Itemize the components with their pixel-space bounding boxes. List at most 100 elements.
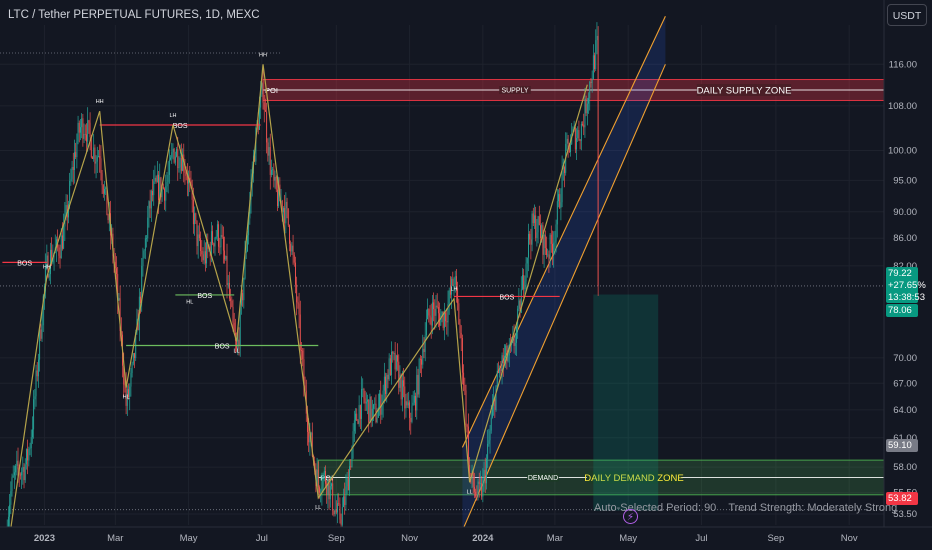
candle-body [542, 225, 544, 255]
candle-body [299, 314, 301, 351]
candle-body [308, 432, 310, 443]
candle-body [123, 365, 125, 385]
currency-button[interactable]: USDT [887, 4, 927, 26]
time-tick: Sep [767, 533, 784, 544]
candle-body [260, 94, 262, 108]
candle-body [126, 389, 128, 406]
candle-body [146, 238, 147, 240]
candle-body [48, 274, 50, 278]
candle-body [236, 340, 238, 349]
low-badge: 53.82 [888, 493, 912, 504]
chart-title: LTC / Tether PERPETUAL FUTURES, 1D, MEXC [8, 9, 260, 21]
candle-body [334, 509, 336, 515]
candle-body [88, 120, 90, 123]
channel-upper-line [461, 16, 666, 448]
candle-body [309, 435, 311, 443]
zone-label-bg [586, 471, 682, 484]
candle-body [469, 464, 471, 474]
candle-body [21, 471, 23, 476]
candle-body [337, 503, 338, 513]
candle-body [473, 486, 475, 492]
candle-body [454, 276, 456, 285]
candle-body [70, 179, 72, 181]
candle-body [373, 404, 374, 409]
low-badge-bg [886, 492, 918, 505]
candle-body [295, 262, 296, 285]
candle-body [340, 519, 342, 525]
candle-body [536, 232, 538, 238]
position-box [593, 294, 659, 511]
candle-body [443, 312, 445, 328]
candle-body [381, 403, 383, 415]
grid [0, 25, 884, 525]
candle-body [75, 152, 77, 158]
candle-body [167, 174, 169, 183]
candle-body [263, 102, 265, 111]
bos-label: BOS [197, 293, 212, 300]
candle-body [401, 380, 403, 400]
candle-body [376, 417, 378, 423]
candle-body [124, 384, 126, 386]
candle-body [24, 464, 26, 481]
candle-body [529, 233, 531, 240]
candle-body [141, 265, 143, 304]
lightning-icon[interactable]: ⚡ [623, 509, 638, 524]
price-tick: 61.00 [893, 433, 917, 444]
candle-body [65, 205, 67, 215]
candle-body [568, 143, 570, 153]
candle-body [174, 156, 176, 163]
candle-body [331, 483, 332, 487]
zigzag: HH HH HL LH LL HH LL LH LL HL [7, 52, 588, 550]
candle-body [81, 118, 83, 128]
candle-body [507, 355, 509, 362]
candle-body [544, 234, 546, 249]
candle-body [182, 154, 184, 171]
zone-label-bg [499, 86, 531, 95]
candle-body [242, 293, 244, 301]
candle-body [405, 401, 407, 409]
candle-body [467, 426, 469, 465]
bos-label: BOS [499, 294, 514, 301]
candle-body [430, 317, 432, 326]
candle-body [357, 420, 359, 424]
candle-body [42, 296, 44, 326]
candle-body [159, 177, 161, 201]
candle-body [261, 83, 263, 95]
candle-body [273, 169, 275, 181]
candle-body [409, 402, 411, 418]
candle-body [303, 359, 305, 386]
candle-body [150, 191, 152, 209]
candle-body [506, 345, 508, 362]
candle-body [238, 339, 240, 346]
candle-body [80, 127, 81, 133]
candle-body [60, 235, 62, 259]
time-tick: Jul [695, 533, 707, 544]
candle-body [422, 348, 424, 365]
candle-body [530, 239, 532, 245]
candle-body [385, 376, 386, 394]
time-tick: Mar [547, 533, 563, 544]
candle-body [158, 174, 159, 201]
candle-body [301, 350, 302, 351]
candle-body [491, 405, 493, 418]
candle-body [361, 389, 362, 419]
candle-body [328, 478, 330, 500]
candle-body [311, 432, 313, 456]
candle-body [161, 186, 163, 198]
candle-body [552, 243, 553, 254]
candle-body [531, 213, 533, 245]
candle-body [442, 311, 444, 328]
candle-body [538, 216, 540, 226]
candle-body [102, 185, 104, 194]
time-tick: 2023 [34, 533, 55, 544]
candle-body [96, 156, 98, 162]
candle-body [286, 201, 288, 209]
candle-body [184, 171, 186, 173]
candle-body [346, 477, 348, 487]
candle-body [202, 254, 204, 261]
bos-label: BOS [215, 344, 230, 351]
price-tick: 67.00 [893, 378, 917, 389]
candle-body [119, 298, 121, 331]
